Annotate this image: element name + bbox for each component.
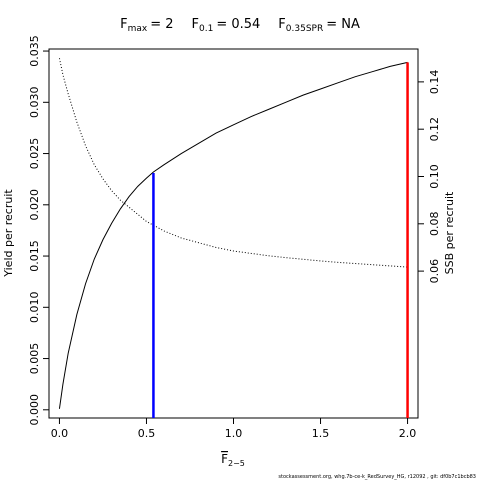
y-axis-left-label: Yield per recruit bbox=[2, 189, 15, 278]
reference-lines bbox=[152, 62, 409, 418]
y-left-tick-label: 0.010 bbox=[28, 292, 41, 324]
f01-subscript: 0.1 bbox=[199, 24, 213, 34]
x-tick-label: 0.0 bbox=[51, 427, 69, 440]
chart-title: Fmax = 2 F0.1 = 0.54 F0.35SPR = NA bbox=[120, 17, 360, 34]
x-tick-label: 0.5 bbox=[138, 427, 156, 440]
x-tick-label: 1.5 bbox=[312, 427, 330, 440]
x-axis-label-symbol: F bbox=[221, 452, 228, 466]
y-left-tick-label: 0.030 bbox=[28, 87, 41, 119]
series-layer bbox=[58, 58, 408, 409]
plot-frame bbox=[48, 48, 419, 419]
y-right-tick-label: 0.06 bbox=[428, 259, 441, 284]
y-axis-right-label: SSB per recruit bbox=[443, 191, 456, 274]
yield-per-recruit-line bbox=[58, 61, 408, 409]
f01-value: = 0.54 bbox=[216, 17, 260, 32]
x-axis-label: F2−5 bbox=[221, 452, 245, 468]
fmax-symbol: F bbox=[120, 17, 127, 32]
x-tick-label: 2.0 bbox=[399, 427, 417, 440]
y-right-tick-label: 0.14 bbox=[428, 70, 441, 95]
y-right-tick-label: 0.08 bbox=[428, 212, 441, 237]
y-right-tick-label: 0.12 bbox=[428, 117, 441, 142]
x-tick-label: 1.0 bbox=[225, 427, 243, 440]
y-left-tick-label: 0.035 bbox=[28, 35, 41, 67]
y-left-tick-label: 0.005 bbox=[28, 343, 41, 375]
ssb-per-recruit-line bbox=[58, 58, 408, 268]
y-left-tick-label: 0.020 bbox=[28, 189, 41, 221]
x-axis-label-subscript: 2−5 bbox=[228, 459, 245, 468]
x-axis: 0.0 0.5 1.0 1.5 2.0 bbox=[51, 418, 417, 440]
fspr-symbol: F bbox=[278, 17, 285, 32]
y-axis-right: 0.06 0.08 0.10 0.12 0.14 bbox=[418, 70, 441, 284]
y-axis-left: 0.000 0.005 0.010 0.015 0.020 0.025 0.030 0.035 bbox=[28, 35, 49, 426]
y-left-tick-label: 0.000 bbox=[28, 394, 41, 426]
y-left-tick-label: 0.025 bbox=[28, 138, 41, 170]
footer-note: stockassessment.org, whg.7b-ce-k_RedSurv… bbox=[278, 474, 476, 480]
fmax-value: = 2 bbox=[150, 17, 173, 32]
f01-symbol: F bbox=[192, 17, 199, 32]
y-right-tick-label: 0.10 bbox=[428, 164, 441, 189]
y-left-tick-label: 0.015 bbox=[28, 240, 41, 272]
fspr-subscript: 0.35SPR bbox=[286, 24, 323, 34]
fmax-subscript: max bbox=[128, 24, 148, 34]
fspr-value: = NA bbox=[326, 17, 360, 32]
